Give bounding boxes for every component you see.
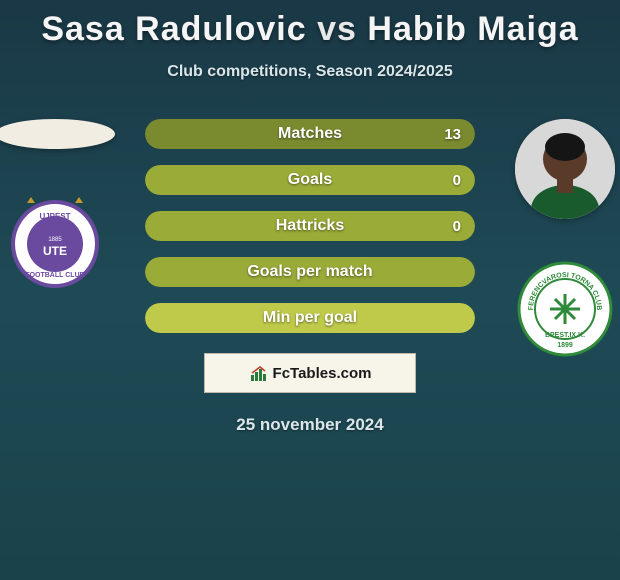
player1-name: Sasa Radulovic	[41, 10, 306, 48]
player2-club-badge: FERENCVAROSI TORNA CLUB BPEST.IX.K. 1899	[515, 259, 615, 359]
svg-text:1899: 1899	[557, 342, 573, 349]
player1-club-badge: UJPEST FOOTBALL CLUB 1885 UTE	[5, 189, 105, 289]
page-title: Sasa Radulovic vs Habib Maiga	[0, 10, 620, 49]
player1-photo	[0, 119, 115, 149]
brand-text: FcTables.com	[273, 365, 372, 382]
svg-text:UJPEST: UJPEST	[39, 212, 70, 221]
svg-text:1885: 1885	[48, 237, 62, 243]
brand-badge: FcTables.com	[204, 353, 416, 393]
stat-bar: Goals per match	[145, 257, 475, 287]
svg-text:UTE: UTE	[43, 244, 67, 258]
date-text: 25 november 2024	[0, 415, 620, 435]
stat-label: Goals	[145, 165, 475, 195]
stat-value: 0	[453, 165, 461, 195]
chart-icon	[249, 363, 269, 383]
stat-value: 13	[444, 119, 461, 149]
vs-text: vs	[317, 10, 357, 48]
svg-text:FOOTBALL CLUB: FOOTBALL CLUB	[25, 272, 84, 279]
subtitle: Club competitions, Season 2024/2025	[0, 63, 620, 81]
stat-bar: Goals0	[145, 165, 475, 195]
stat-label: Goals per match	[145, 257, 475, 287]
stat-label: Hattricks	[145, 211, 475, 241]
stat-label: Matches	[145, 119, 475, 149]
stat-bar: Hattricks0	[145, 211, 475, 241]
player2-photo	[515, 119, 615, 219]
stat-value: 0	[453, 211, 461, 241]
player2-name: Habib Maiga	[367, 10, 578, 48]
stat-bar: Min per goal	[145, 303, 475, 333]
svg-text:BPEST.IX.K.: BPEST.IX.K.	[545, 332, 585, 339]
stat-label: Min per goal	[145, 303, 475, 333]
stat-bar: Matches13	[145, 119, 475, 149]
